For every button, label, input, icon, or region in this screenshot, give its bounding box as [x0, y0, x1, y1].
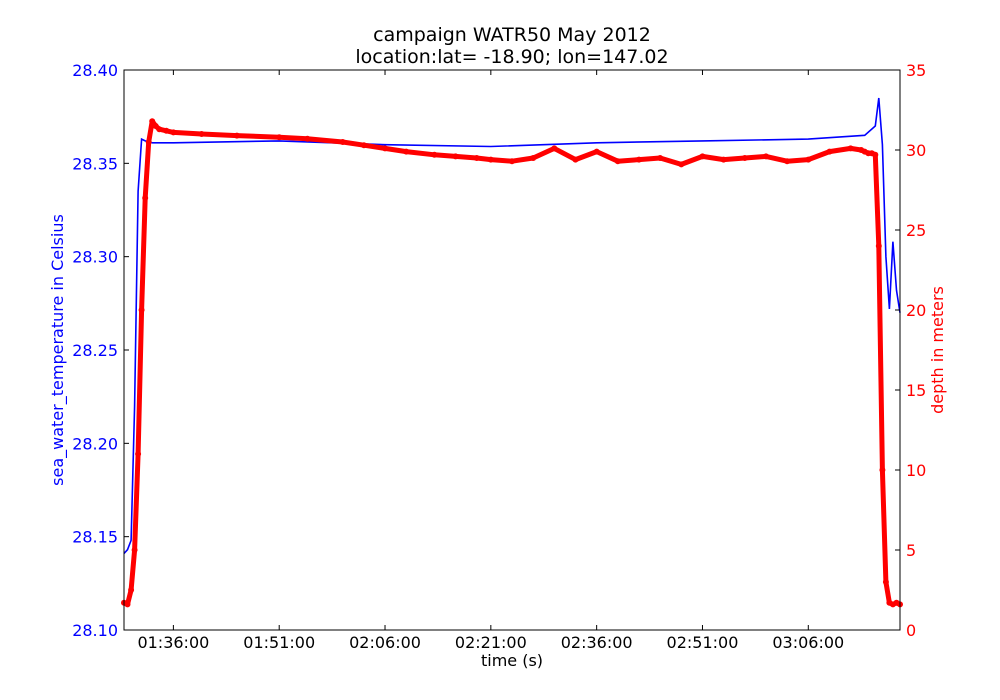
data-point-depth [124, 601, 131, 608]
x-tick-label: 02:51:00 [667, 633, 739, 652]
y-right-tick-label: 10 [906, 461, 926, 480]
data-point-depth [135, 451, 142, 457]
data-point-depth [763, 153, 769, 160]
y-right-tick-label: 0 [906, 621, 916, 640]
y-left-tick-label: 28.40 [72, 61, 118, 80]
data-point-depth [233, 132, 240, 139]
data-point-depth [593, 148, 600, 155]
data-point-depth [128, 587, 135, 593]
data-point-depth [879, 467, 886, 473]
y-axis-right-label: depth in meters [928, 286, 947, 414]
x-axis-label: time (s) [481, 651, 543, 670]
y-left-tick-label: 28.35 [72, 154, 118, 173]
data-point-depth [339, 139, 346, 145]
y-right-tick-label: 15 [906, 381, 926, 400]
y-left-tick-label: 28.25 [72, 341, 118, 360]
series-layer [121, 97, 903, 608]
data-point-depth [847, 145, 854, 152]
plot-frame [123, 69, 901, 631]
x-tick-label: 02:36:00 [561, 633, 633, 652]
data-point-depth [784, 158, 791, 165]
data-point-depth [875, 243, 882, 249]
series-line-temperature [123, 97, 901, 555]
chart-title-line1: campaign WATR50 May 2012 [373, 24, 651, 46]
data-point-depth [572, 156, 579, 163]
data-point-depth [138, 307, 145, 313]
y-left-tick-label: 28.20 [72, 434, 118, 453]
data-point-depth [530, 155, 537, 161]
x-tick-label: 03:06:00 [772, 633, 844, 652]
data-point-depth [805, 156, 812, 163]
y-right-tick-label: 30 [906, 141, 926, 160]
data-point-depth [487, 156, 494, 163]
data-point-depth [198, 131, 205, 137]
data-point-depth [403, 148, 410, 155]
data-point-depth [431, 151, 438, 158]
series-depth [121, 118, 903, 608]
data-point-depth [872, 151, 879, 158]
y-right-tick-label: 35 [906, 61, 926, 80]
data-point-depth [882, 579, 889, 585]
data-point-depth [678, 161, 685, 168]
data-point-depth [145, 139, 152, 145]
y-left-tick-label: 28.10 [72, 621, 118, 640]
chart-title-line2: location:lat= -18.90; lon=147.02 [355, 46, 668, 68]
data-point-depth [826, 148, 833, 155]
data-point-depth [360, 142, 367, 149]
data-point-depth [636, 156, 642, 163]
data-point-depth [131, 547, 138, 553]
series-temperature [123, 97, 901, 555]
x-tick-label: 01:51:00 [243, 633, 315, 652]
y-right-tick-label: 20 [906, 301, 926, 320]
data-point-depth [452, 153, 459, 160]
y-left-tick-label: 28.15 [72, 528, 118, 547]
data-point-depth [720, 156, 727, 163]
data-point-depth [699, 153, 706, 160]
data-point-depth [304, 135, 311, 142]
data-point-depth [156, 126, 163, 133]
data-point-depth [614, 158, 621, 165]
y-right-tick-label: 5 [906, 541, 916, 560]
data-point-depth [741, 155, 748, 161]
data-point-depth [149, 118, 156, 125]
data-point-depth [551, 145, 558, 152]
series-line-depth [121, 118, 903, 607]
x-tick-label: 02:21:00 [455, 633, 527, 652]
ticks-layer: 28.10 28.15 28.20 28.25 28.30 28.35 28.40 0 5 10 1… [72, 61, 926, 652]
data-point-depth [163, 127, 170, 134]
data-point-depth [473, 155, 480, 161]
data-point-depth [142, 195, 149, 201]
x-tick-label: 01:36:00 [137, 633, 209, 652]
y-axis-left-label: sea_water_temperature in Celsius [48, 214, 68, 486]
x-tick-label: 02:06:00 [349, 633, 421, 652]
data-point-depth [170, 129, 177, 136]
data-point-depth [509, 158, 515, 165]
y-right-tick-label: 25 [906, 221, 926, 240]
data-point-depth [382, 145, 388, 152]
data-point-depth [657, 155, 664, 161]
data-point-depth [276, 134, 283, 141]
y-left-tick-label: 28.30 [72, 248, 118, 267]
